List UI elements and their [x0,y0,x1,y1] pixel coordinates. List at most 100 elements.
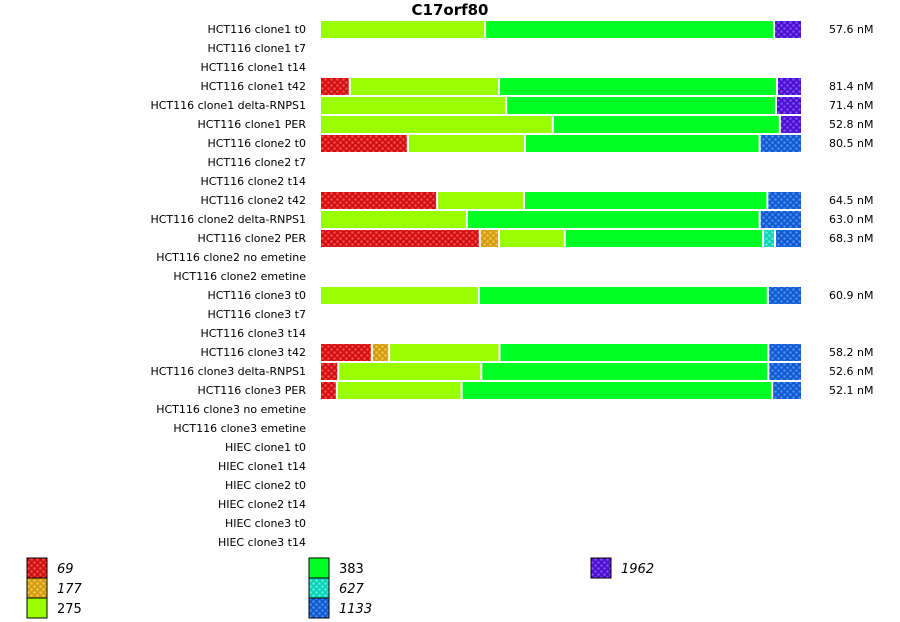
concentration-label: 60.9 nM [829,289,873,302]
bar-segment-69[interactable] [321,192,437,209]
concentration-label: 63.0 nM [829,213,873,226]
bar-segment-275[interactable] [350,78,499,95]
row-label: HCT116 clone2 emetine [173,270,306,283]
legend-item-1962: 1962 [590,557,654,579]
bar-segment-275[interactable] [321,116,552,133]
bar-segment-1133[interactable] [769,363,801,380]
chart-row: HCT116 clone3 delta-RNPS1 52.6 nM [150,363,873,380]
row-label: HCT116 clone1 delta-RNPS1 [150,99,306,112]
bar-segment-383[interactable] [565,230,763,247]
bar-segment-1133[interactable] [760,135,801,152]
legend-label: 69 [57,562,74,577]
bar-segment-275[interactable] [438,192,523,209]
bar-segment-69[interactable] [321,382,336,399]
bar-segment-177[interactable] [480,230,499,247]
bar-segment-69[interactable] [321,344,371,361]
bar-segment-627[interactable] [764,230,775,247]
legend-label: 627 [339,582,365,597]
bar-segment-275[interactable] [321,97,506,114]
chart-row: HCT116 clone2 no emetine [156,251,306,264]
bar-segment-275[interactable] [321,287,478,304]
row-label: HCT116 clone1 t42 [200,80,306,93]
bar-segment-383[interactable] [479,287,767,304]
bar-segment-1133[interactable] [768,287,801,304]
bar-segment-383[interactable] [486,21,774,38]
chart-row: HIEC clone3 t0 [225,517,306,530]
row-label: HCT116 clone3 t0 [207,289,306,302]
bar-segment-275[interactable] [337,382,461,399]
bar-segment-1133[interactable] [773,382,801,399]
chart-row: HCT116 clone1 t14 [200,61,306,74]
chart-row: HIEC clone2 t0 [225,479,306,492]
row-label: HIEC clone2 t0 [225,479,306,492]
bar-segment-275[interactable] [321,21,485,38]
chart-row: HCT116 clone2 delta-RNPS1 63.0 nM [150,211,873,228]
row-label: HCT116 clone2 t42 [200,194,306,207]
bar-segment-1962[interactable] [775,21,801,38]
chart-row: HCT116 clone2 t14 [200,175,306,188]
row-label: HIEC clone2 t14 [218,498,306,511]
bar-segment-275[interactable] [500,230,564,247]
row-label: HCT116 clone3 no emetine [156,403,306,416]
row-label: HCT116 clone1 t0 [207,23,306,36]
bar-segment-383[interactable] [525,135,759,152]
chart-row: HCT116 clone3 t14 [200,327,306,340]
bar-segment-383[interactable] [507,97,775,114]
row-label: HCT116 clone2 t14 [200,175,306,188]
concentration-label: 57.6 nM [829,23,873,36]
row-label: HCT116 clone3 emetine [173,422,306,435]
bar-segment-383[interactable] [467,211,759,228]
row-label: HIEC clone1 t14 [218,460,306,473]
legend-swatch [26,557,48,579]
concentration-label: 52.6 nM [829,365,873,378]
row-label: HCT116 clone3 t7 [207,308,306,321]
legend-item-177: 177 [26,577,83,599]
bar-segment-383[interactable] [462,382,772,399]
chart-row: HIEC clone3 t14 [218,536,306,549]
bar-segment-383[interactable] [525,192,767,209]
legend-swatch [308,557,330,579]
chart-row: HCT116 clone2 t0 80.5 nM [207,135,873,152]
legend-label: 1962 [621,562,654,577]
row-label: HCT116 clone3 PER [198,384,307,397]
bar-segment-1962[interactable] [777,97,801,114]
bar-segment-1133[interactable] [776,230,801,247]
chart-row: HCT116 clone2 t42 64.5 nM [200,192,873,209]
row-label: HCT116 clone3 t42 [200,346,306,359]
bar-segment-383[interactable] [482,363,768,380]
bar-segment-383[interactable] [500,344,768,361]
legend-label: 275 [57,602,82,617]
bar-segment-275[interactable] [390,344,499,361]
bar-segment-1133[interactable] [768,192,801,209]
concentration-label: 80.5 nM [829,137,873,150]
chart-row: HCT116 clone3 t0 60.9 nM [207,287,873,304]
bar-segment-69[interactable] [321,230,479,247]
concentration-label: 81.4 nM [829,80,873,93]
concentration-label: 64.5 nM [829,194,873,207]
bar-segment-177[interactable] [372,344,389,361]
bar-segment-383[interactable] [500,78,776,95]
bar-segment-69[interactable] [321,78,349,95]
chart-row: HCT116 clone1 t0 57.6 nM [207,21,873,38]
bar-segment-383[interactable] [553,116,779,133]
row-label: HCT116 clone3 delta-RNPS1 [150,365,306,378]
bar-segment-1133[interactable] [760,211,801,228]
bar-segment-69[interactable] [321,363,338,380]
bar-segment-275[interactable] [408,135,524,152]
bar-segment-275[interactable] [339,363,481,380]
bar-segment-69[interactable] [321,135,407,152]
legend-label: 1133 [339,602,372,617]
legend-item-627: 627 [308,577,365,599]
chart-row: HIEC clone2 t14 [218,498,306,511]
chart-row: HCT116 clone3 t7 [207,308,306,321]
bar-segment-1133[interactable] [769,344,801,361]
row-label: HCT116 clone3 t14 [200,327,306,340]
row-label: HCT116 clone1 t14 [200,61,306,74]
row-label: HIEC clone1 t0 [225,441,306,454]
row-label: HCT116 clone1 PER [198,118,307,131]
chart-row: HCT116 clone2 t7 [207,156,306,169]
chart-row: HCT116 clone2 PER 68.3 nM [198,230,873,247]
bar-segment-1962[interactable] [777,78,801,95]
bar-segment-275[interactable] [321,211,466,228]
bar-segment-1962[interactable] [780,116,801,133]
